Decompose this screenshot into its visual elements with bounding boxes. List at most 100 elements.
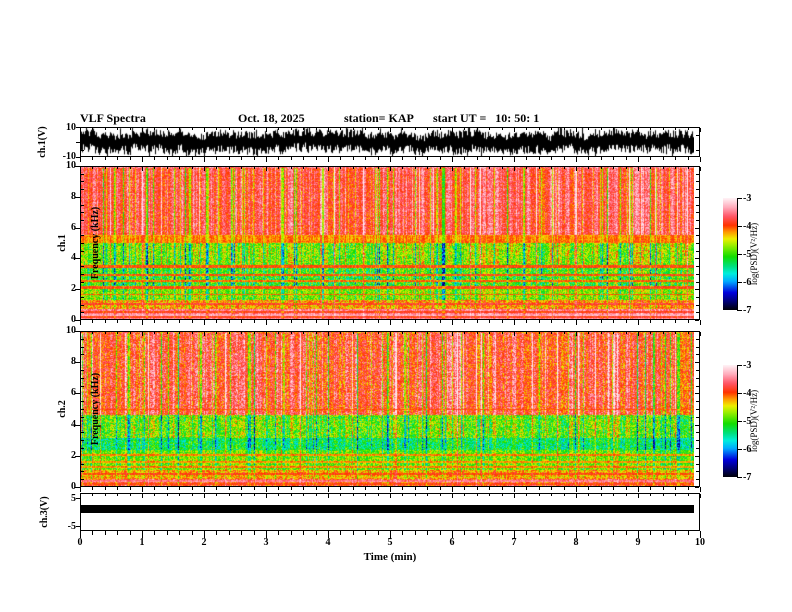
- axis-tick: [695, 456, 699, 457]
- axis-tick: [81, 305, 84, 306]
- axis-tick: [675, 487, 676, 490]
- axis-tick: [117, 494, 118, 496]
- axis-tick: [514, 320, 515, 325]
- axis-tick: [167, 128, 168, 130]
- axis-tick: [81, 347, 84, 348]
- axis-tick: [696, 212, 699, 213]
- axis-tick: [75, 362, 80, 363]
- axis-tick: [378, 128, 379, 130]
- axis-tick: [440, 157, 441, 160]
- axis-tick: [675, 128, 676, 130]
- axis-tick: [576, 167, 577, 171]
- axis-tick: [353, 332, 354, 334]
- axis-tick: [291, 494, 292, 496]
- axis-tick: [675, 531, 676, 535]
- axis-tick: [192, 494, 193, 496]
- axis-tick: [266, 128, 267, 132]
- tick-label: 5: [71, 493, 76, 504]
- axis-tick: [229, 167, 230, 169]
- tick-label: -7: [743, 472, 752, 483]
- axis-tick: [204, 128, 205, 132]
- axis-tick: [378, 487, 379, 490]
- axis-tick: [303, 167, 304, 169]
- axis-tick: [266, 487, 267, 492]
- axis-tick: [452, 157, 453, 162]
- axis-tick: [539, 157, 540, 160]
- axis-tick: [696, 440, 699, 441]
- axis-tick: [216, 531, 217, 535]
- axis-tick: [241, 128, 242, 130]
- header-date: Oct. 18, 2025: [238, 111, 305, 125]
- tick-label: 0: [77, 537, 83, 548]
- axis-tick: [696, 464, 699, 465]
- axis-tick: [340, 531, 341, 535]
- axis-tick: [154, 128, 155, 130]
- axis-tick: [564, 157, 565, 160]
- time-axis-label: Time (min): [363, 551, 417, 563]
- axis-tick: [688, 494, 689, 496]
- axis-tick: [154, 531, 155, 535]
- axis-tick: [92, 128, 93, 130]
- axis-tick: [427, 487, 428, 490]
- axis-tick: [81, 297, 84, 298]
- axis-tick: [675, 167, 676, 169]
- axis-tick: [626, 531, 627, 535]
- axis-tick: [76, 498, 80, 499]
- axis-tick: [154, 157, 155, 160]
- axis-tick: [278, 531, 279, 535]
- axis-tick: [696, 432, 699, 433]
- axis-tick: [378, 332, 379, 334]
- axis-tick: [688, 332, 689, 334]
- axis-tick: [241, 320, 242, 323]
- axis-tick: [675, 320, 676, 323]
- axis-tick: [737, 310, 742, 311]
- axis-tick: [626, 332, 627, 334]
- axis-tick: [80, 157, 81, 162]
- axis-tick: [92, 320, 93, 323]
- axis-tick: [402, 157, 403, 160]
- axis-tick: [365, 332, 366, 334]
- axis-tick: [737, 282, 742, 283]
- axis-tick: [737, 365, 742, 366]
- axis-tick: [75, 320, 80, 321]
- axis-tick: [130, 167, 131, 169]
- axis-tick: [576, 320, 577, 325]
- axis-tick: [81, 274, 84, 275]
- axis-tick: [688, 128, 689, 130]
- axis-tick: [328, 494, 329, 498]
- axis-tick: [576, 531, 577, 538]
- axis-tick: [303, 157, 304, 160]
- axis-tick: [80, 320, 81, 325]
- axis-tick: [353, 157, 354, 160]
- axis-tick: [695, 487, 699, 488]
- axis-tick: [489, 167, 490, 169]
- axis-tick: [588, 531, 589, 535]
- axis-tick: [378, 157, 379, 160]
- axis-tick: [76, 142, 80, 143]
- axis-tick: [76, 127, 80, 128]
- axis-tick: [588, 320, 589, 323]
- axis-tick: [390, 167, 391, 171]
- axis-tick: [328, 332, 329, 336]
- axis-tick: [613, 531, 614, 535]
- axis-tick: [613, 157, 614, 160]
- tick-label: -6: [743, 277, 752, 288]
- axis-tick: [526, 320, 527, 323]
- axis-tick: [105, 167, 106, 169]
- axis-tick: [353, 487, 354, 490]
- axis-tick: [626, 494, 627, 496]
- axis-tick: [316, 320, 317, 323]
- axis-tick: [378, 531, 379, 535]
- colorbar-ch2-gradient: [723, 365, 737, 477]
- tick-label: -7: [743, 305, 752, 316]
- axis-tick: [117, 332, 118, 334]
- axis-tick: [502, 332, 503, 334]
- axis-tick: [696, 181, 699, 182]
- axis-tick: [81, 220, 84, 221]
- axis-tick: [81, 312, 84, 313]
- axis-tick: [340, 487, 341, 490]
- axis-tick: [204, 157, 205, 162]
- axis-tick: [564, 128, 565, 130]
- axis-tick: [340, 332, 341, 334]
- axis-tick: [464, 157, 465, 160]
